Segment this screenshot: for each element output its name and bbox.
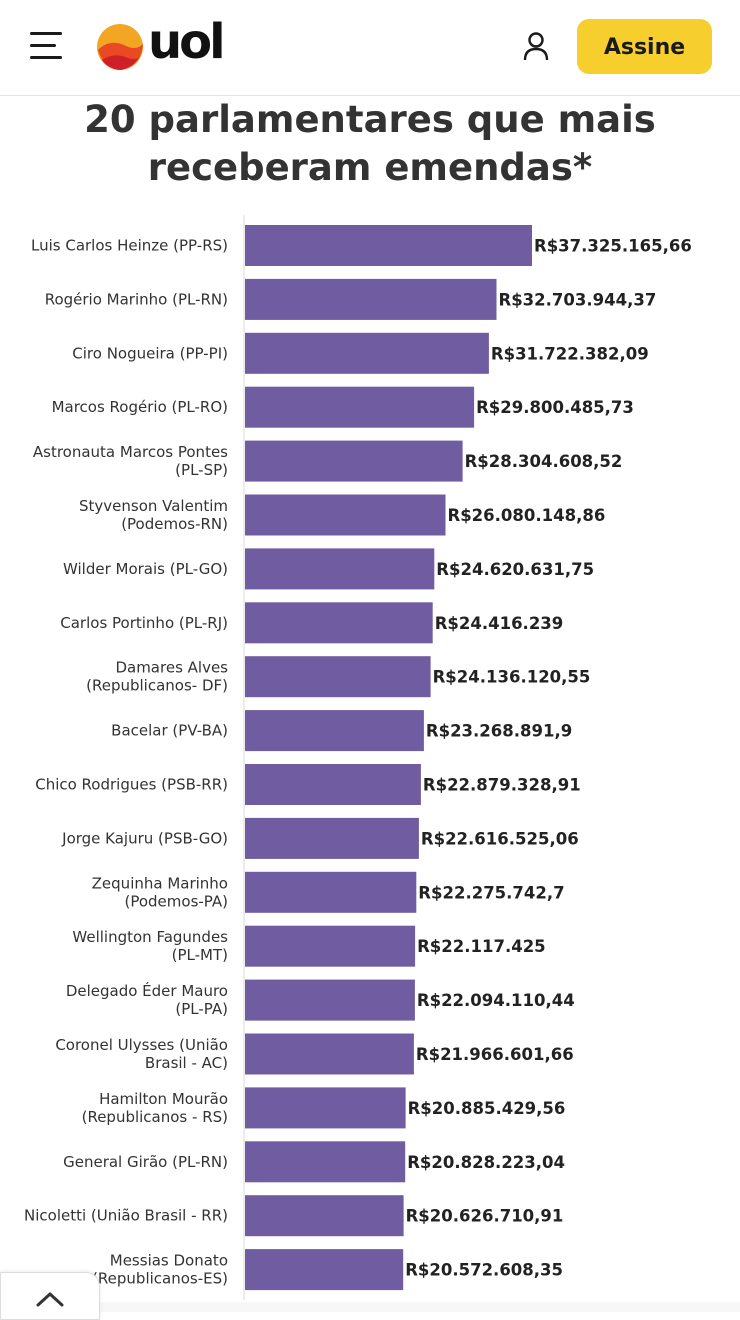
category-label: Astronauta Marcos Pontes xyxy=(33,443,228,461)
uol-logo[interactable]: uol xyxy=(96,14,236,74)
bar xyxy=(245,386,475,428)
footer-strip xyxy=(98,1302,740,1312)
bar xyxy=(245,764,421,805)
category-label: Ciro Nogueira (PP-PI) xyxy=(72,344,228,362)
value-label: R$23.268.891,9 xyxy=(426,722,572,741)
bar xyxy=(245,817,419,859)
category-label: Styvenson Valentim xyxy=(79,497,228,515)
category-label: Messias Donato xyxy=(110,1252,228,1270)
category-label: Zequinha Marinho xyxy=(92,874,228,892)
site-header: uol Assine xyxy=(0,0,740,96)
value-label: R$22.117.425 xyxy=(417,937,546,956)
bar xyxy=(245,602,433,644)
user-icon[interactable] xyxy=(522,30,550,62)
bar xyxy=(245,1249,404,1291)
category-label: Luis Carlos Heinze (PP-RS) xyxy=(31,237,228,255)
category-label: (Republicanos-ES) xyxy=(92,1270,228,1288)
bar xyxy=(245,1141,406,1183)
hamburger-menu-icon[interactable] xyxy=(30,30,66,62)
category-label: (Podemos-RN) xyxy=(121,515,228,533)
bar xyxy=(245,1033,414,1075)
value-label: R$20.885.429,56 xyxy=(408,1099,566,1118)
bar xyxy=(245,871,417,913)
bar xyxy=(245,656,431,698)
uol-logo-icon xyxy=(97,24,143,70)
category-label: (PL-MT) xyxy=(172,946,228,964)
bar xyxy=(245,494,446,536)
bar xyxy=(245,548,435,590)
category-label: Bacelar (PV-BA) xyxy=(111,722,228,740)
value-label: R$31.722.382,09 xyxy=(491,344,649,363)
chart-title-line-2: receberam emendas* xyxy=(147,146,593,189)
bar xyxy=(245,278,497,320)
category-label: (Podemos-PA) xyxy=(124,892,228,910)
category-label: Chico Rodrigues (PSB-RR) xyxy=(35,776,228,794)
bar xyxy=(245,1087,406,1129)
bar xyxy=(245,332,489,374)
category-label: Jorge Kajuru (PSB-GO) xyxy=(61,829,228,847)
chevron-up-icon xyxy=(36,1292,64,1307)
value-label: R$24.136.120,55 xyxy=(433,668,591,687)
category-label: Nicoletti (União Brasil - RR) xyxy=(24,1207,228,1225)
subscribe-button[interactable]: Assine xyxy=(577,19,712,74)
value-label: R$28.304.608,52 xyxy=(465,452,623,471)
bar xyxy=(245,979,415,1021)
category-label: Wellington Fagundes xyxy=(72,928,228,946)
category-label: Damares Alves xyxy=(115,659,228,677)
category-label: (Republicanos - RS) xyxy=(82,1108,228,1126)
category-label: Carlos Portinho (PL-RJ) xyxy=(60,614,228,632)
bar xyxy=(245,1195,404,1237)
value-label: R$26.080.148,86 xyxy=(448,506,606,525)
bar xyxy=(245,225,532,266)
category-label: Wilder Morais (PL-GO) xyxy=(63,560,228,578)
category-label: (PL-PA) xyxy=(175,1000,228,1018)
scroll-to-top-button[interactable] xyxy=(0,1272,100,1320)
value-label: R$22.879.328,91 xyxy=(423,776,581,795)
value-label: R$20.828.223,04 xyxy=(407,1153,565,1172)
bar xyxy=(245,925,416,967)
category-label: Brasil - AC) xyxy=(145,1054,228,1072)
value-label: R$29.800.485,73 xyxy=(476,398,634,417)
value-label: R$22.275.742,7 xyxy=(418,883,564,902)
value-label: R$22.616.525,06 xyxy=(421,829,579,848)
category-label: Coronel Ulysses (União xyxy=(55,1036,228,1054)
category-label: (Republicanos- DF) xyxy=(86,677,228,695)
value-label: R$24.416.239 xyxy=(435,614,564,633)
category-label: Delegado Éder Mauro xyxy=(66,981,228,1000)
chart-title-line-1: 20 parlamentares que mais xyxy=(84,98,656,141)
value-label: R$20.572.608,35 xyxy=(405,1261,563,1280)
bar xyxy=(245,440,463,482)
bar xyxy=(245,710,424,752)
chart-title: 20 parlamentares que mais receberam emen… xyxy=(0,96,740,192)
value-label: R$21.966.601,66 xyxy=(416,1045,574,1064)
category-label: Marcos Rogério (PL-RO) xyxy=(52,398,228,416)
category-label: (PL-SP) xyxy=(175,461,228,479)
category-label: General Girão (PL-RN) xyxy=(63,1153,228,1171)
value-label: R$24.620.631,75 xyxy=(436,560,594,579)
value-label: R$32.703.944,37 xyxy=(499,290,657,309)
value-label: R$37.325.165,66 xyxy=(534,237,692,256)
value-label: R$20.626.710,91 xyxy=(406,1207,564,1226)
category-label: Hamilton Mourão xyxy=(99,1090,228,1108)
value-label: R$22.094.110,44 xyxy=(417,991,575,1010)
logo-text: uol xyxy=(148,14,226,70)
category-label: Rogério Marinho (PL-RN) xyxy=(45,290,228,308)
